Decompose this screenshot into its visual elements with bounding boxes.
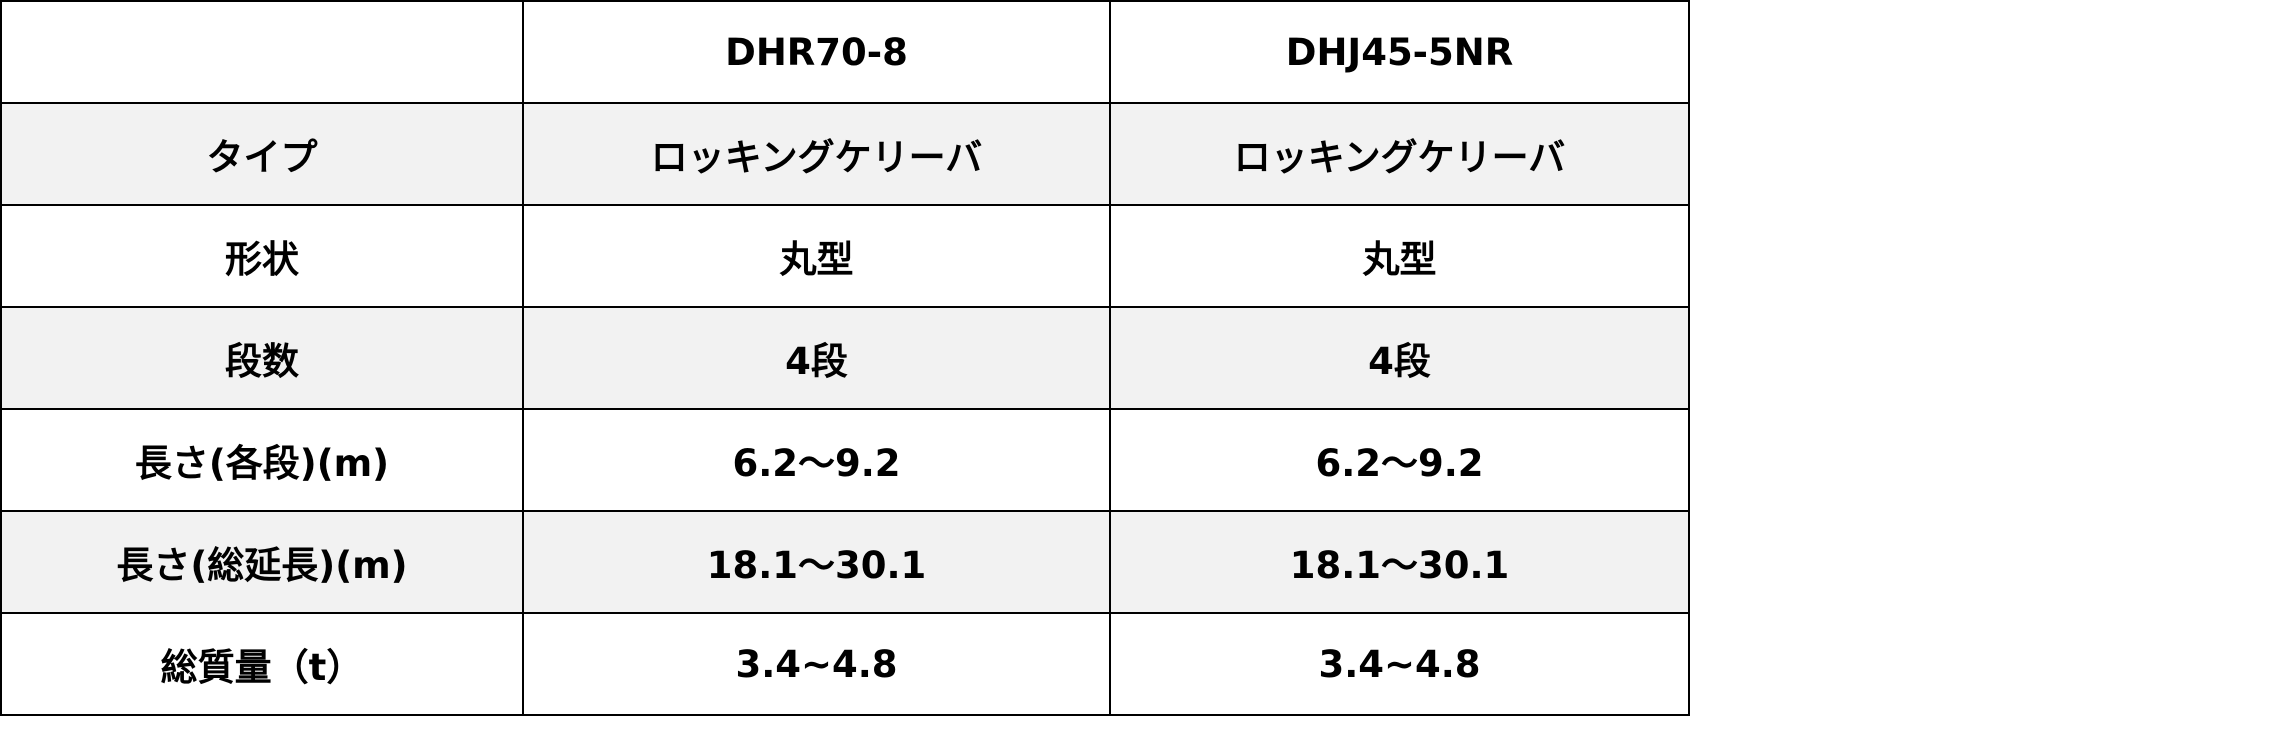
cell: 丸型 bbox=[1109, 204, 1690, 308]
header-row: DHR70-8 DHJ45-5NR bbox=[0, 0, 1690, 104]
row-label: 段数 bbox=[0, 306, 524, 410]
cell: 3.4~4.8 bbox=[1109, 612, 1690, 716]
row: 総質量（t） 3.4~4.8 3.4~4.8 bbox=[0, 612, 1690, 716]
row: 長さ(総延長)(m) 18.1～30.1 18.1～30.1 bbox=[0, 510, 1690, 614]
cell: 18.1～30.1 bbox=[522, 510, 1111, 614]
cell: ロッキングケリーバ bbox=[522, 102, 1111, 206]
header-cell: DHR70-8 bbox=[522, 0, 1111, 104]
row-label: 長さ(各段)(m) bbox=[0, 408, 524, 512]
cell: 3.4~4.8 bbox=[522, 612, 1111, 716]
cell: ロッキングケリーバ bbox=[1109, 102, 1690, 206]
cell: 6.2～9.2 bbox=[1109, 408, 1690, 512]
row: 形状 丸型 丸型 bbox=[0, 204, 1690, 308]
cell: 4段 bbox=[522, 306, 1111, 410]
corner-cell bbox=[0, 0, 524, 104]
row-label: 形状 bbox=[0, 204, 524, 308]
spec-table: DHR70-8 DHJ45-5NR タイプ ロッキングケリーバ ロッキングケリーバ 形状丸… bbox=[0, 0, 1690, 716]
cell: 丸型 bbox=[522, 204, 1111, 308]
row-label: 総質量（t） bbox=[0, 612, 524, 716]
table-body: DHR70-8 DHJ45-5NR タイプ ロッキングケリーバ ロッキングケリーバ 形状丸… bbox=[0, 0, 1690, 716]
row: 長さ(各段)(m) 6.2～9.2 6.2～9.2 bbox=[0, 408, 1690, 512]
cell: 4段 bbox=[1109, 306, 1690, 410]
row-label: タイプ bbox=[0, 102, 524, 206]
cell: 18.1～30.1 bbox=[1109, 510, 1690, 614]
cell: 6.2～9.2 bbox=[522, 408, 1111, 512]
row: 段数 4段 4段 bbox=[0, 306, 1690, 410]
header-cell: DHJ45-5NR bbox=[1109, 0, 1690, 104]
row-label: 長さ(総延長)(m) bbox=[0, 510, 524, 614]
row: タイプ ロッキングケリーバ ロッキングケリーバ bbox=[0, 102, 1690, 206]
